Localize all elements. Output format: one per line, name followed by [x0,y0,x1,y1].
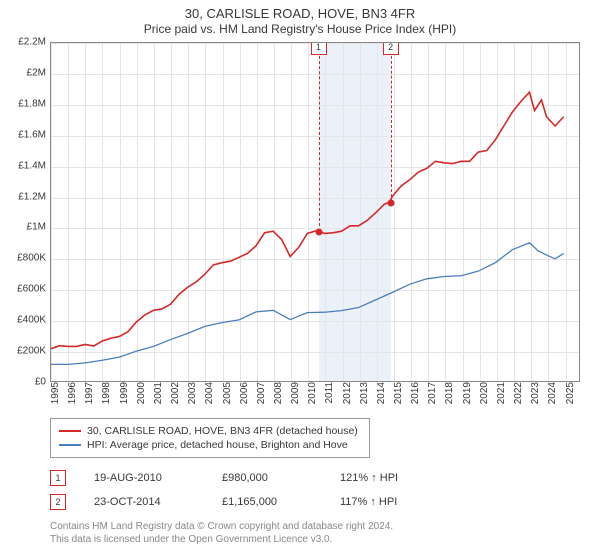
line-layer [51,43,579,381]
sale-callout-box: 1 [311,42,327,55]
series-hpi [51,243,564,365]
xtick-label: 2011 [320,382,335,404]
legend-row: 30, CARLISLE ROAD, HOVE, BN3 4FR (detach… [59,424,361,438]
xtick-label: 2021 [492,382,507,404]
legend-label: HPI: Average price, detached house, Brig… [87,439,348,451]
xtick-label: 2008 [269,382,284,404]
xtick-label: 1997 [80,382,95,404]
sale-callout-line [319,51,320,226]
ytick-label: £800K [17,253,50,264]
sale-price: £980,000 [222,472,312,484]
xtick-label: 2022 [509,382,524,404]
xtick-label: 2004 [200,382,215,404]
xtick-label: 2025 [561,382,576,404]
xtick-label: 1995 [46,382,61,404]
xtick-label: 2014 [372,382,387,404]
sale-price: £1,165,000 [222,496,312,508]
xtick-label: 2001 [149,382,164,404]
ytick-label: £400K [17,315,50,326]
plot-area: 12 [50,42,580,382]
xtick-label: 2024 [543,382,558,404]
ytick-label: £1M [27,222,50,233]
sale-date: 19-AUG-2010 [94,472,194,484]
xtick-label: 2017 [423,382,438,404]
xtick-label: 2016 [406,382,421,404]
sale-marker [315,228,322,235]
ytick-label: £1.8M [18,98,50,109]
xtick-label: 2013 [355,382,370,404]
xtick-label: 1999 [115,382,130,404]
ytick-label: £1.4M [18,160,50,171]
xtick-label: 2012 [338,382,353,404]
legend-swatch [59,430,81,432]
xtick-label: 2015 [389,382,404,404]
sale-index: 1 [50,470,66,486]
ytick-label: £2M [27,67,50,78]
xtick-label: 1998 [97,382,112,404]
ytick-label: £200K [17,346,50,357]
sale-date: 23-OCT-2014 [94,496,194,508]
xtick-label: 2019 [458,382,473,404]
legend: 30, CARLISLE ROAD, HOVE, BN3 4FR (detach… [50,418,370,458]
chart-frame: 12 £0£200K£400K£600K£800K£1M£1.2M£1.4M£1… [50,42,580,382]
sale-marker [387,199,394,206]
sale-callout-box: 2 [383,42,399,55]
xtick-label: 2000 [132,382,147,404]
sale-index: 2 [50,494,66,510]
ytick-label: £1.2M [18,191,50,202]
xtick-label: 2003 [183,382,198,404]
sale-row: 1 19-AUG-2010 £980,000 121% ↑ HPI [50,466,600,490]
ytick-label: £2.2M [18,37,50,48]
xtick-label: 1996 [63,382,78,404]
attribution-line1: Contains HM Land Registry data © Crown c… [50,520,600,533]
ytick-label: £1.6M [18,129,50,140]
page: 30, CARLISLE ROAD, HOVE, BN3 4FR Price p… [0,0,600,546]
legend-swatch [59,444,81,446]
legend-label: 30, CARLISLE ROAD, HOVE, BN3 4FR (detach… [87,425,358,437]
series-property [51,92,564,348]
xtick-label: 2009 [286,382,301,404]
legend-row: HPI: Average price, detached house, Brig… [59,438,361,452]
chart-subtitle: Price paid vs. HM Land Registry's House … [0,21,600,42]
xtick-label: 2018 [440,382,455,404]
xtick-label: 2002 [166,382,181,404]
sale-pct: 117% ↑ HPI [340,496,430,508]
sale-callout-line [391,51,392,197]
attribution: Contains HM Land Registry data © Crown c… [50,520,600,546]
ytick-label: £600K [17,284,50,295]
xtick-label: 2020 [475,382,490,404]
chart-title: 30, CARLISLE ROAD, HOVE, BN3 4FR [0,0,600,21]
xtick-label: 2005 [218,382,233,404]
xtick-label: 2023 [526,382,541,404]
xtick-label: 2006 [235,382,250,404]
sale-pct: 121% ↑ HPI [340,472,430,484]
sale-row: 2 23-OCT-2014 £1,165,000 117% ↑ HPI [50,490,600,514]
attribution-line2: This data is licensed under the Open Gov… [50,533,600,546]
sales-table: 1 19-AUG-2010 £980,000 121% ↑ HPI 2 23-OCT-20… [50,466,600,514]
xtick-label: 2010 [303,382,318,404]
xtick-label: 2007 [252,382,267,404]
